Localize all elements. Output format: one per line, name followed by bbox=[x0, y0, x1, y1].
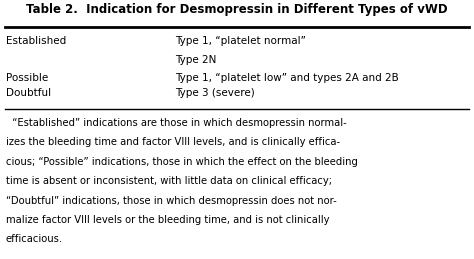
Text: efficacious.: efficacious. bbox=[6, 234, 63, 244]
Text: cious; “Possible” indications, those in which the effect on the bleeding: cious; “Possible” indications, those in … bbox=[6, 157, 357, 167]
Text: Doubtful: Doubtful bbox=[6, 88, 51, 98]
Text: “Doubtful” indications, those in which desmopressin does not nor-: “Doubtful” indications, those in which d… bbox=[6, 196, 337, 206]
Text: Type 1, “platelet low” and types 2A and 2B: Type 1, “platelet low” and types 2A and … bbox=[175, 73, 399, 83]
Text: Type 1, “platelet normal”: Type 1, “platelet normal” bbox=[175, 37, 306, 46]
Text: Type 2N: Type 2N bbox=[175, 55, 217, 64]
Text: malize factor VIII levels or the bleeding time, and is not clinically: malize factor VIII levels or the bleedin… bbox=[6, 215, 329, 225]
Text: Type 3 (severe): Type 3 (severe) bbox=[175, 88, 255, 98]
Text: time is absent or inconsistent, with little data on clinical efficacy;: time is absent or inconsistent, with lit… bbox=[6, 176, 332, 186]
Text: “Established” indications are those in which desmopressin normal-: “Established” indications are those in w… bbox=[6, 118, 346, 128]
Text: Table 2.  Indication for Desmopressin in Different Types of vWD: Table 2. Indication for Desmopressin in … bbox=[26, 3, 448, 16]
Text: Possible: Possible bbox=[6, 73, 48, 83]
Text: Established: Established bbox=[6, 37, 66, 46]
Text: izes the bleeding time and factor VIII levels, and is clinically effica-: izes the bleeding time and factor VIII l… bbox=[6, 137, 340, 147]
